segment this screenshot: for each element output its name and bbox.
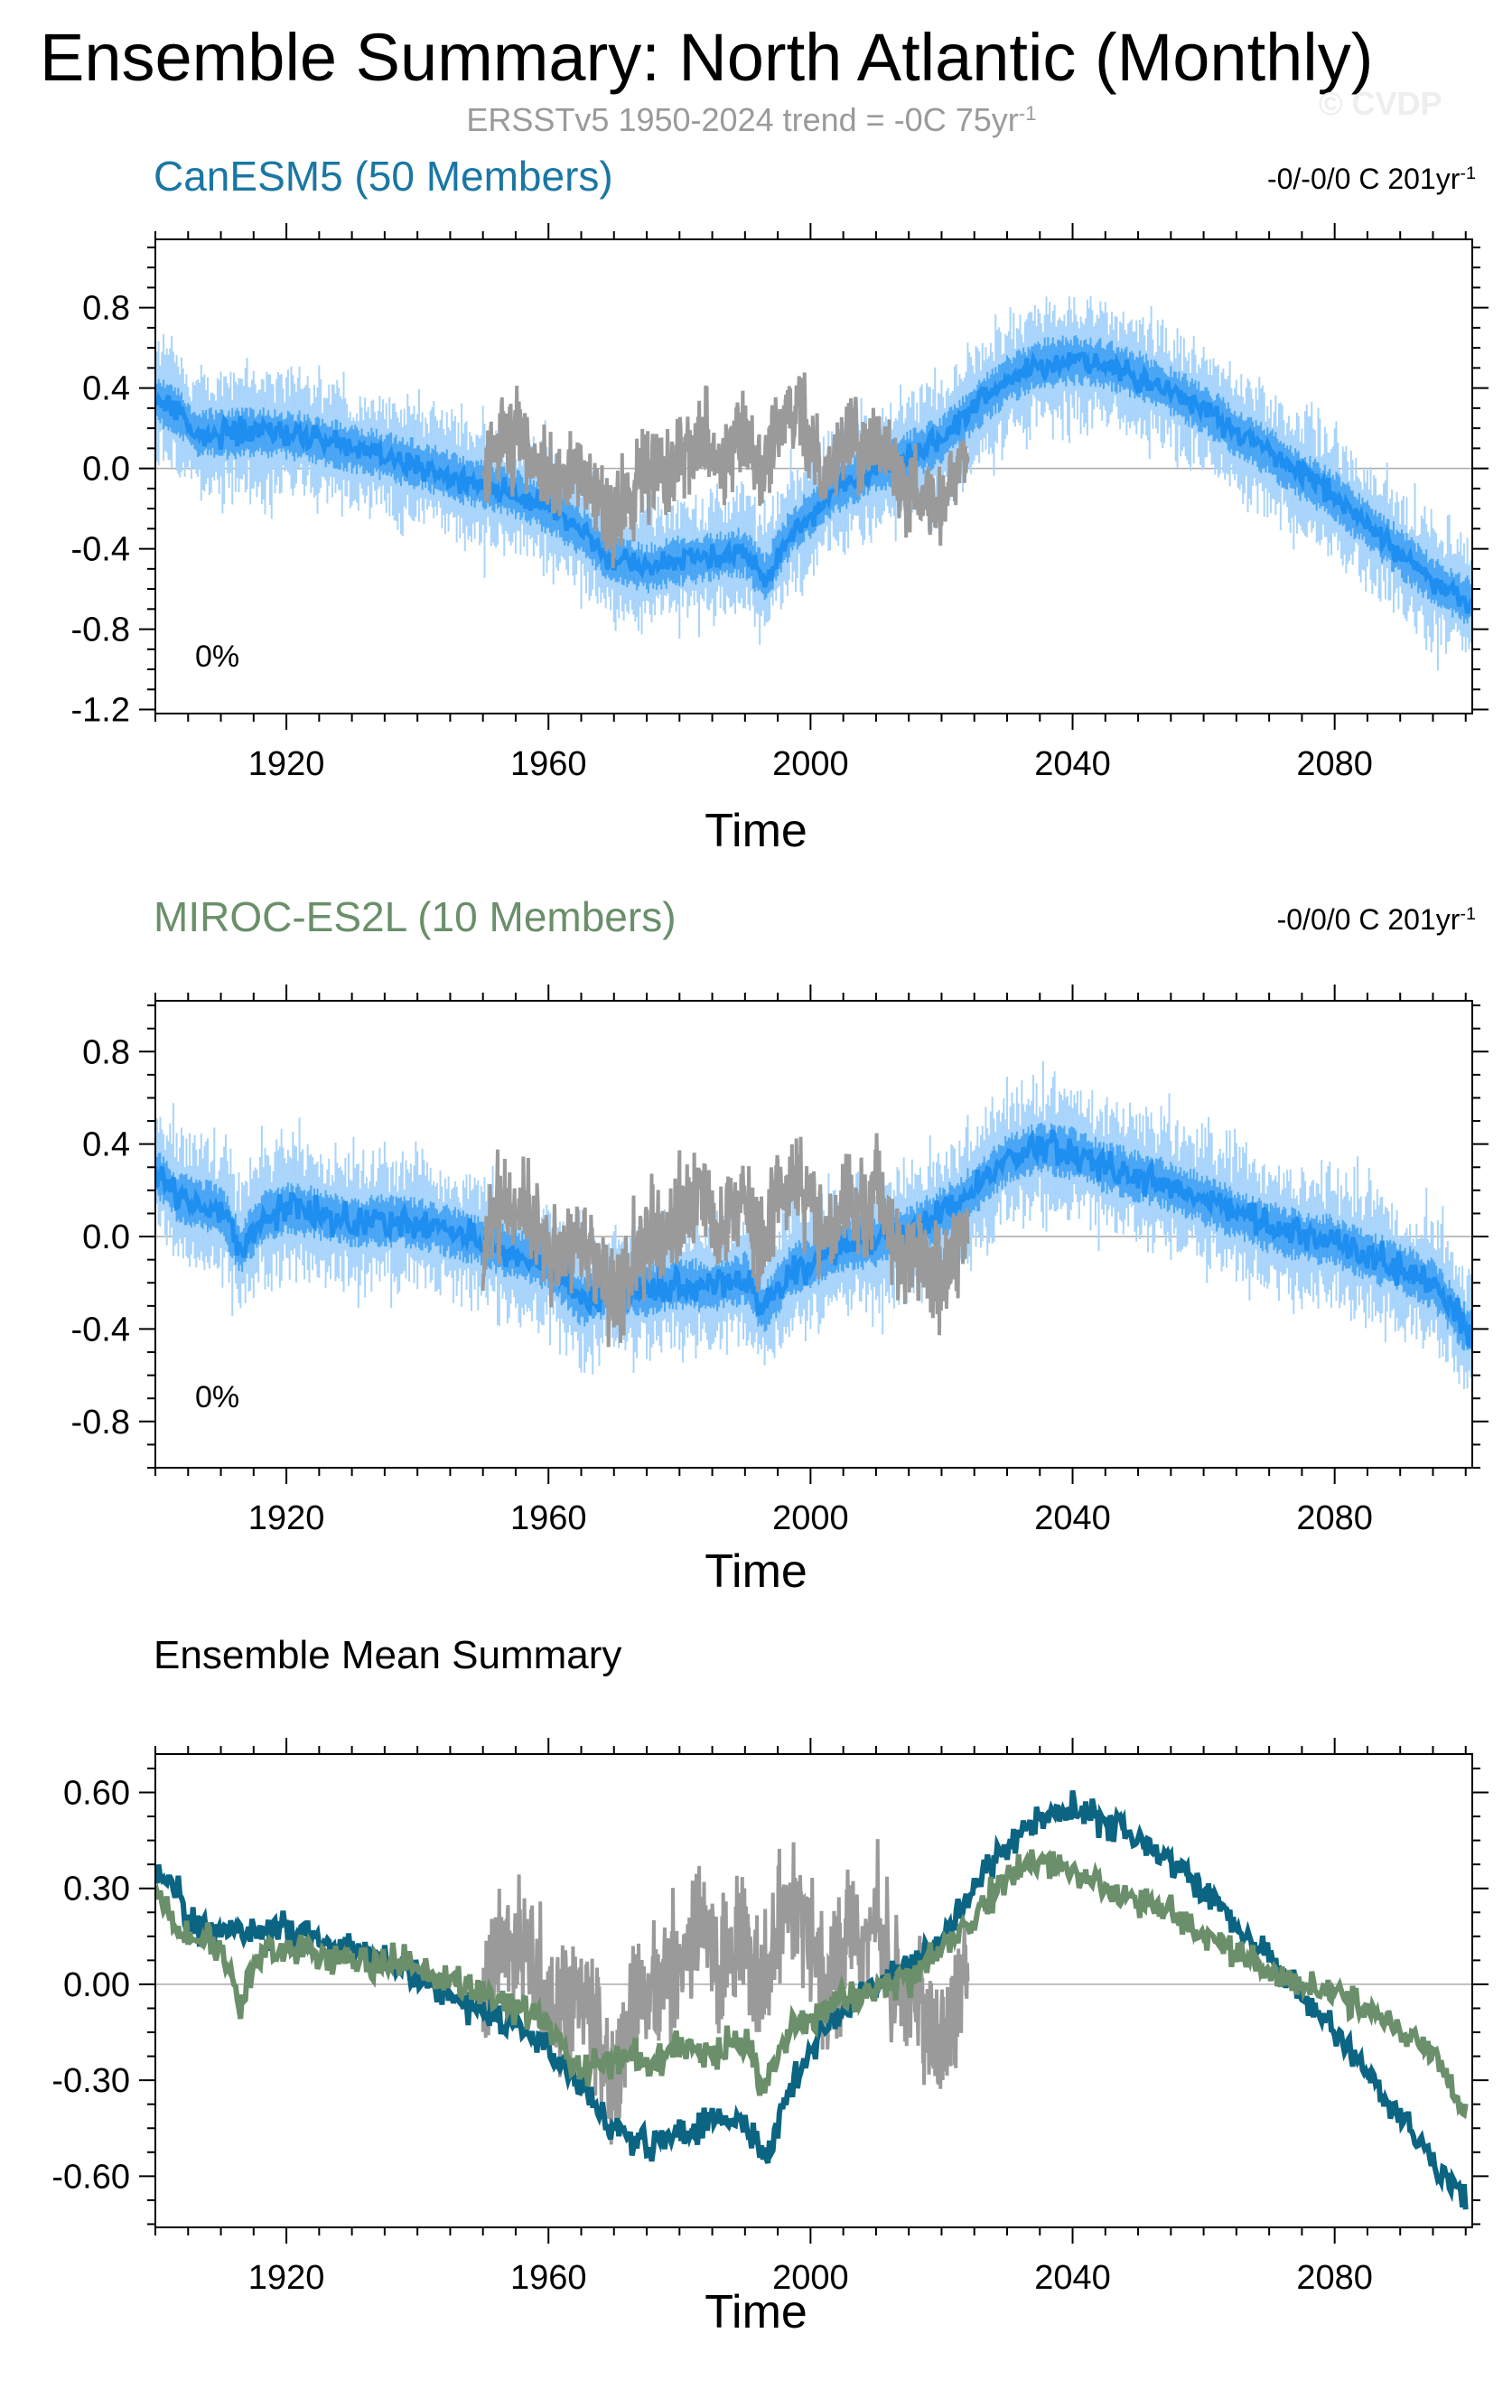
y-tick-label: 0.8 <box>82 1033 130 1071</box>
y-tick-label: 0.4 <box>82 370 130 408</box>
canesm5-plot-area <box>155 295 1472 671</box>
miroc-panel-title: MIROC-ES2L (10 Members) <box>154 893 677 940</box>
y-tick-label: -0.4 <box>71 531 130 569</box>
x-tick-label: 2000 <box>772 2259 849 2297</box>
x-tick-label: 1920 <box>248 745 325 783</box>
summary-x-axis: 1920 1960 2000 2040 2080 <box>154 1738 1467 2297</box>
x-tick-label: 1960 <box>510 745 587 783</box>
y-tick-label: 0.8 <box>82 290 130 328</box>
subtitle-exponent: -1 <box>1018 101 1037 125</box>
summary-observations-line <box>481 1839 970 2145</box>
canesm5-panel-title: CanESM5 (50 Members) <box>154 153 613 200</box>
y-tick-label: -0.30 <box>51 2062 130 2100</box>
miroc-percent-annotation: 0% <box>195 1380 240 1414</box>
x-tick-label: 2000 <box>772 745 849 783</box>
summary-plot-frame <box>154 1753 1473 2228</box>
y-tick-label: 0.30 <box>63 1871 130 1909</box>
observation-trend-subtitle: ERSSTv5 1950-2024 trend = -0C 75yr-1 <box>0 101 1512 139</box>
summary-y-axis: 0.60 0.30 0.00 -0.30 -0.60 <box>51 1767 1489 2226</box>
x-tick-label: 2000 <box>772 1499 849 1537</box>
miroc-trend-text: -0/0/0 C 201yr <box>1276 903 1461 936</box>
canesm5-trend-text: -0/-0/0 C 201yr <box>1266 163 1461 195</box>
y-tick-label: -0.4 <box>71 1311 130 1349</box>
canesm5-observations-line <box>481 372 970 568</box>
canesm5-percent-annotation: 0% <box>195 639 240 674</box>
miroc-trend-label: -0/0/0 C 201yr-1 <box>1277 903 1476 937</box>
miroc-observations-line <box>481 1133 970 1348</box>
y-tick-label: 0.60 <box>63 1774 130 1812</box>
miroc-x-axis: 1920 1960 2000 2040 2080 <box>154 985 1467 1537</box>
summary-chart: 1920 1960 2000 2040 2080 0.60 0.30 0.00 -0.30 -0.… <box>51 1738 1489 2297</box>
x-tick-label: 2080 <box>1296 1499 1373 1537</box>
miroc-trend-exponent: -1 <box>1460 904 1476 925</box>
y-tick-label: 0.0 <box>82 451 130 489</box>
page-title: Ensemble Summary: North Atlantic (Monthl… <box>40 20 1374 95</box>
y-tick-label: -0.8 <box>71 611 130 649</box>
summary-miroc-line <box>155 1849 1469 2120</box>
summary-x-axis-title: Time <box>705 2286 807 2338</box>
x-tick-label: 2040 <box>1034 1499 1111 1537</box>
canesm5-x-axis-title: Time <box>705 805 807 857</box>
canesm5-chart: 1920 1960 2000 2040 2080 0.8 0.4 0.0 -0.4 -0.8 -1.… <box>71 223 1489 783</box>
cvdp-watermark: © CVDP <box>1319 85 1442 122</box>
miroc-chart: 1920 1960 2000 2040 2080 0.8 0.4 0.0 -0.4 -0.8 <box>71 985 1489 1537</box>
canesm5-trend-exponent: -1 <box>1460 163 1476 184</box>
y-tick-label: 0.00 <box>63 1966 130 2004</box>
canesm5-trend-label: -0/-0/0 C 201yr-1 <box>1267 163 1476 196</box>
miroc-plot-frame <box>154 1000 1473 1469</box>
y-tick-label: -1.2 <box>71 692 130 730</box>
miroc-y-axis: 0.8 0.4 0.0 -0.4 -0.8 <box>71 1004 1489 1469</box>
x-tick-label: 2080 <box>1296 2259 1373 2297</box>
subtitle-text: ERSSTv5 1950-2024 trend = -0C 75yr <box>466 101 1019 138</box>
canesm5-plot-frame <box>154 238 1473 714</box>
summary-panel-title: Ensemble Mean Summary <box>154 1633 622 1677</box>
y-tick-label: 0.0 <box>82 1218 130 1256</box>
x-tick-label: 2040 <box>1034 2259 1111 2297</box>
miroc-plot-area <box>155 1060 1472 1390</box>
summary-plot-area <box>155 1789 1469 2210</box>
miroc-x-axis-title: Time <box>705 1545 807 1598</box>
canesm5-ensemble-mean-line <box>155 350 1472 614</box>
y-tick-label: 0.4 <box>82 1126 130 1164</box>
canesm5-y-axis: 0.8 0.4 0.0 -0.4 -0.8 -1.2 <box>71 246 1489 730</box>
x-tick-label: 2080 <box>1296 745 1373 783</box>
miroc-ensemble-mean-line <box>155 1129 1472 1348</box>
x-tick-label: 1920 <box>248 1499 325 1537</box>
y-tick-label: -0.8 <box>71 1404 130 1442</box>
x-tick-label: 1960 <box>510 1499 587 1537</box>
x-tick-label: 1960 <box>510 2259 587 2297</box>
canesm5-x-axis: 1920 1960 2000 2040 2080 <box>154 223 1467 783</box>
y-tick-label: -0.60 <box>51 2158 130 2196</box>
x-tick-label: 2040 <box>1034 745 1111 783</box>
x-tick-label: 1920 <box>248 2259 325 2297</box>
